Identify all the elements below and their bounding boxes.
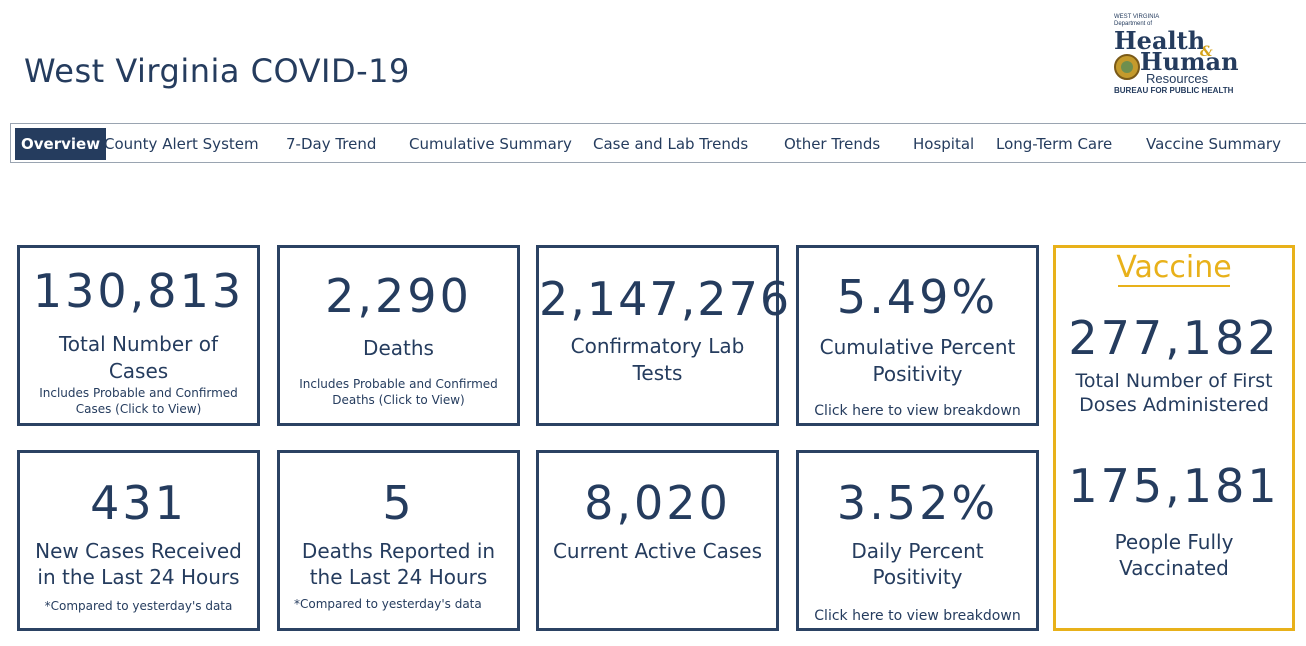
- page-title: West Virginia COVID-19: [24, 52, 410, 90]
- active-cases-label: Current Active Cases: [552, 539, 763, 563]
- logo-health-text: Health: [1114, 26, 1206, 55]
- daily-positivity-breakdown-link[interactable]: Click here to view breakdown: [814, 608, 1021, 624]
- new-cases-note: *Compared to yesterday's data: [44, 599, 233, 613]
- deaths-note[interactable]: Includes Probable and Confirmed Deaths (…: [299, 377, 498, 407]
- new-deaths-note: *Compared to yesterday's data: [294, 597, 482, 611]
- new-deaths-value: 5: [382, 476, 415, 530]
- cumulative-positivity-breakdown-link[interactable]: Click here to view breakdown: [814, 403, 1021, 419]
- logo-state-text: WEST VIRGINIA: [1114, 14, 1160, 20]
- tab-other-trends[interactable]: Other Trends: [784, 135, 881, 153]
- active-cases-value: 8,020: [584, 476, 731, 530]
- first-doses-value: 277,182: [1068, 311, 1280, 365]
- total-cases-note[interactable]: Includes Probable and Confirmed Cases (C…: [39, 386, 238, 416]
- fully-vaccinated-value: 175,181: [1068, 459, 1280, 513]
- state-seal-icon: [1114, 54, 1140, 80]
- cumulative-positivity-card[interactable]: 5.49% Cumulative Percent Positivity Clic…: [796, 245, 1039, 426]
- lab-tests-value: 2,147,276: [539, 272, 792, 326]
- total-cases-label: Total Number of Cases: [58, 332, 219, 383]
- vaccine-underline: [1118, 285, 1230, 287]
- tab-overview[interactable]: Overview: [15, 128, 107, 160]
- cumulative-positivity-label: Cumulative Percent Positivity: [819, 335, 1016, 386]
- tab-vaccine-summary[interactable]: Vaccine Summary: [1146, 135, 1281, 153]
- logo-human-text: Human: [1140, 47, 1239, 76]
- logo-resources-text: Resources: [1146, 71, 1209, 86]
- new-deaths-label: Deaths Reported in the Last 24 Hours: [301, 539, 496, 589]
- tab-7-day-trend[interactable]: 7-Day Trend: [286, 135, 377, 153]
- tab-long-term-care[interactable]: Long-Term Care: [996, 135, 1113, 153]
- tab-hospital[interactable]: Hospital: [913, 135, 975, 153]
- deaths-card[interactable]: 2,290 Deaths Includes Probable and Confi…: [277, 245, 520, 426]
- daily-positivity-value: 3.52%: [836, 476, 999, 530]
- tab-cumulative-summary[interactable]: Cumulative Summary: [409, 135, 572, 153]
- tab-county-alert-system[interactable]: County Alert System: [104, 135, 259, 153]
- first-doses-label: Total Number of First Doses Administered: [1075, 370, 1273, 416]
- logo-ampersand: &: [1200, 44, 1213, 60]
- daily-positivity-card[interactable]: 3.52% Daily Percent Positivity Click her…: [796, 450, 1039, 631]
- vaccine-heading: Vaccine: [1116, 250, 1232, 285]
- logo-dept-text: Department of: [1114, 21, 1153, 27]
- tab-case-and-lab-trends[interactable]: Case and Lab Trends: [593, 135, 749, 153]
- dhhr-logo: WEST VIRGINIA Department of Health & Hum…: [1112, 14, 1272, 98]
- tab-bar: Overview County Alert System 7-Day Trend…: [10, 123, 1306, 163]
- total-cases-card[interactable]: 130,813 Total Number of Cases Includes P…: [17, 245, 260, 426]
- fully-vaccinated-label: People Fully Vaccinated: [1114, 530, 1234, 580]
- lab-tests-card: 2,147,276 Confirmatory Lab Tests: [536, 245, 792, 426]
- deaths-value: 2,290: [325, 269, 472, 323]
- new-cases-card: 431 New Cases Received in the Last 24 Ho…: [17, 450, 260, 631]
- logo-bureau-text: BUREAU FOR PUBLIC HEALTH: [1114, 86, 1234, 95]
- new-cases-label: New Cases Received in the Last 24 Hours: [35, 539, 242, 589]
- deaths-label: Deaths: [363, 336, 434, 360]
- active-cases-card: 8,020 Current Active Cases: [536, 450, 779, 631]
- vaccine-panel: Vaccine 277,182 Total Number of First Do…: [1053, 245, 1295, 631]
- new-deaths-card: 5 Deaths Reported in the Last 24 Hours *…: [277, 450, 520, 631]
- total-cases-value: 130,813: [32, 264, 245, 318]
- cumulative-positivity-value: 5.49%: [836, 270, 999, 324]
- daily-positivity-label: Daily Percent Positivity: [851, 539, 984, 589]
- new-cases-value: 431: [90, 476, 187, 530]
- lab-tests-label: Confirmatory Lab Tests: [570, 334, 745, 385]
